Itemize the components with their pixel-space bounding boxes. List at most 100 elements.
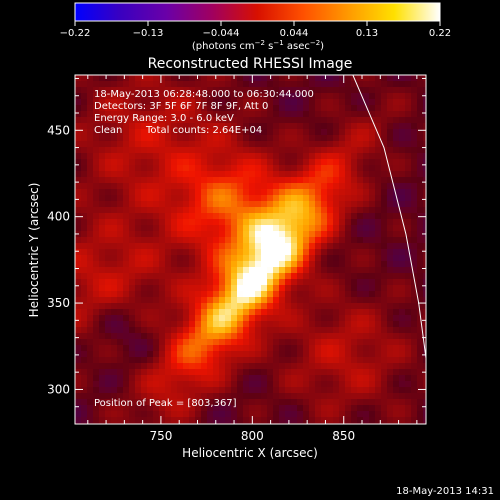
- heatmap-cell: [381, 159, 388, 166]
- heatmap-cell: [357, 375, 364, 382]
- heatmap-cell: [129, 159, 136, 166]
- heatmap-cell: [285, 177, 292, 184]
- heatmap-cell: [303, 381, 310, 388]
- heatmap-cell: [267, 291, 274, 298]
- heatmap-cell: [123, 273, 130, 280]
- heatmap-cell: [123, 297, 130, 304]
- heatmap-cell: [345, 297, 352, 304]
- heatmap-cell: [123, 291, 130, 298]
- heatmap-cell: [213, 405, 220, 412]
- heatmap-cell: [159, 147, 166, 154]
- colorbar-gradient: [74, 2, 441, 22]
- heatmap-cell: [291, 201, 298, 208]
- heatmap-cell: [405, 195, 412, 202]
- heatmap-cell: [267, 363, 274, 370]
- heatmap-cell: [321, 417, 328, 424]
- heatmap-cell: [279, 267, 286, 274]
- heatmap-cell: [261, 333, 268, 340]
- heatmap-cell: [195, 405, 202, 412]
- heatmap-cell: [261, 171, 268, 178]
- heatmap-cell: [87, 135, 94, 142]
- heatmap-cell: [213, 135, 220, 142]
- heatmap-cell: [321, 255, 328, 262]
- heatmap-cell: [399, 405, 406, 412]
- heatmap-cell: [141, 285, 148, 292]
- heatmap-cell: [279, 81, 286, 88]
- heatmap-cell: [171, 243, 178, 250]
- heatmap-cell: [171, 303, 178, 310]
- heatmap-cell: [375, 249, 382, 256]
- heatmap-cell: [177, 171, 184, 178]
- heatmap-cell: [297, 147, 304, 154]
- heatmap-cell: [99, 291, 106, 298]
- heatmap-cell: [75, 129, 82, 136]
- heatmap-cell: [279, 75, 286, 82]
- heatmap-cell: [261, 117, 268, 124]
- heatmap-cell: [81, 357, 88, 364]
- heatmap-cell: [339, 405, 346, 412]
- heatmap-cell: [141, 105, 148, 112]
- heatmap-cell: [189, 393, 196, 400]
- heatmap-cell: [387, 207, 394, 214]
- heatmap-cell: [75, 345, 82, 352]
- heatmap-cell: [339, 285, 346, 292]
- heatmap-cell: [369, 237, 376, 244]
- heatmap-cell: [339, 339, 346, 346]
- heatmap-cell: [291, 159, 298, 166]
- heatmap-cell: [327, 117, 334, 124]
- heatmap-cell: [129, 327, 136, 334]
- heatmap-cell: [171, 129, 178, 136]
- heatmap-cell: [111, 369, 118, 376]
- heatmap-cell: [417, 381, 424, 388]
- heatmap-cell: [171, 393, 178, 400]
- heatmap-cell: [213, 207, 220, 214]
- heatmap-cell: [387, 141, 394, 148]
- heatmap-cell: [303, 141, 310, 148]
- heatmap-cell: [207, 291, 214, 298]
- heatmap-cell: [141, 387, 148, 394]
- heatmap-cell: [225, 147, 232, 154]
- heatmap-cell: [153, 255, 160, 262]
- heatmap-cell: [207, 333, 214, 340]
- heatmap-cell: [213, 309, 220, 316]
- heatmap-cell: [105, 87, 112, 94]
- heatmap-cell: [129, 243, 136, 250]
- heatmap-cell: [111, 87, 118, 94]
- heatmap-cell: [129, 141, 136, 148]
- heatmap-cell: [231, 285, 238, 292]
- heatmap-cell: [171, 207, 178, 214]
- heatmap-cell: [261, 183, 268, 190]
- heatmap-cell: [375, 363, 382, 370]
- heatmap-cell: [345, 141, 352, 148]
- heatmap-cell: [291, 153, 298, 160]
- heatmap-cell: [309, 351, 316, 358]
- heatmap-cell: [387, 219, 394, 226]
- heatmap-cell: [99, 309, 106, 316]
- heatmap-cell: [117, 267, 124, 274]
- heatmap-cell: [351, 399, 358, 406]
- heatmap-cell: [339, 327, 346, 334]
- heatmap-cell: [255, 255, 262, 262]
- heatmap-cell: [213, 381, 220, 388]
- heatmap-cell: [189, 123, 196, 130]
- heatmap-cell: [279, 381, 286, 388]
- heatmap-cell: [411, 333, 418, 340]
- heatmap-cell: [147, 75, 154, 82]
- heatmap-cell: [105, 333, 112, 340]
- heatmap-cell: [255, 93, 262, 100]
- heatmap-cell: [411, 99, 418, 106]
- heatmap-cell: [423, 273, 426, 280]
- heatmap-cell: [321, 81, 328, 88]
- heatmap-cell: [219, 75, 226, 82]
- heatmap-cell: [339, 411, 346, 418]
- heatmap-cell: [339, 207, 346, 214]
- heatmap-cell: [375, 327, 382, 334]
- heatmap-cell: [363, 285, 370, 292]
- heatmap-cell: [129, 273, 136, 280]
- heatmap-cell: [315, 285, 322, 292]
- heatmap-cell: [189, 399, 196, 406]
- heatmap-cell: [213, 189, 220, 196]
- chart-title: Reconstructed RHESSI Image: [148, 56, 353, 72]
- heatmap-cell: [273, 261, 280, 268]
- heatmap-cell: [351, 159, 358, 166]
